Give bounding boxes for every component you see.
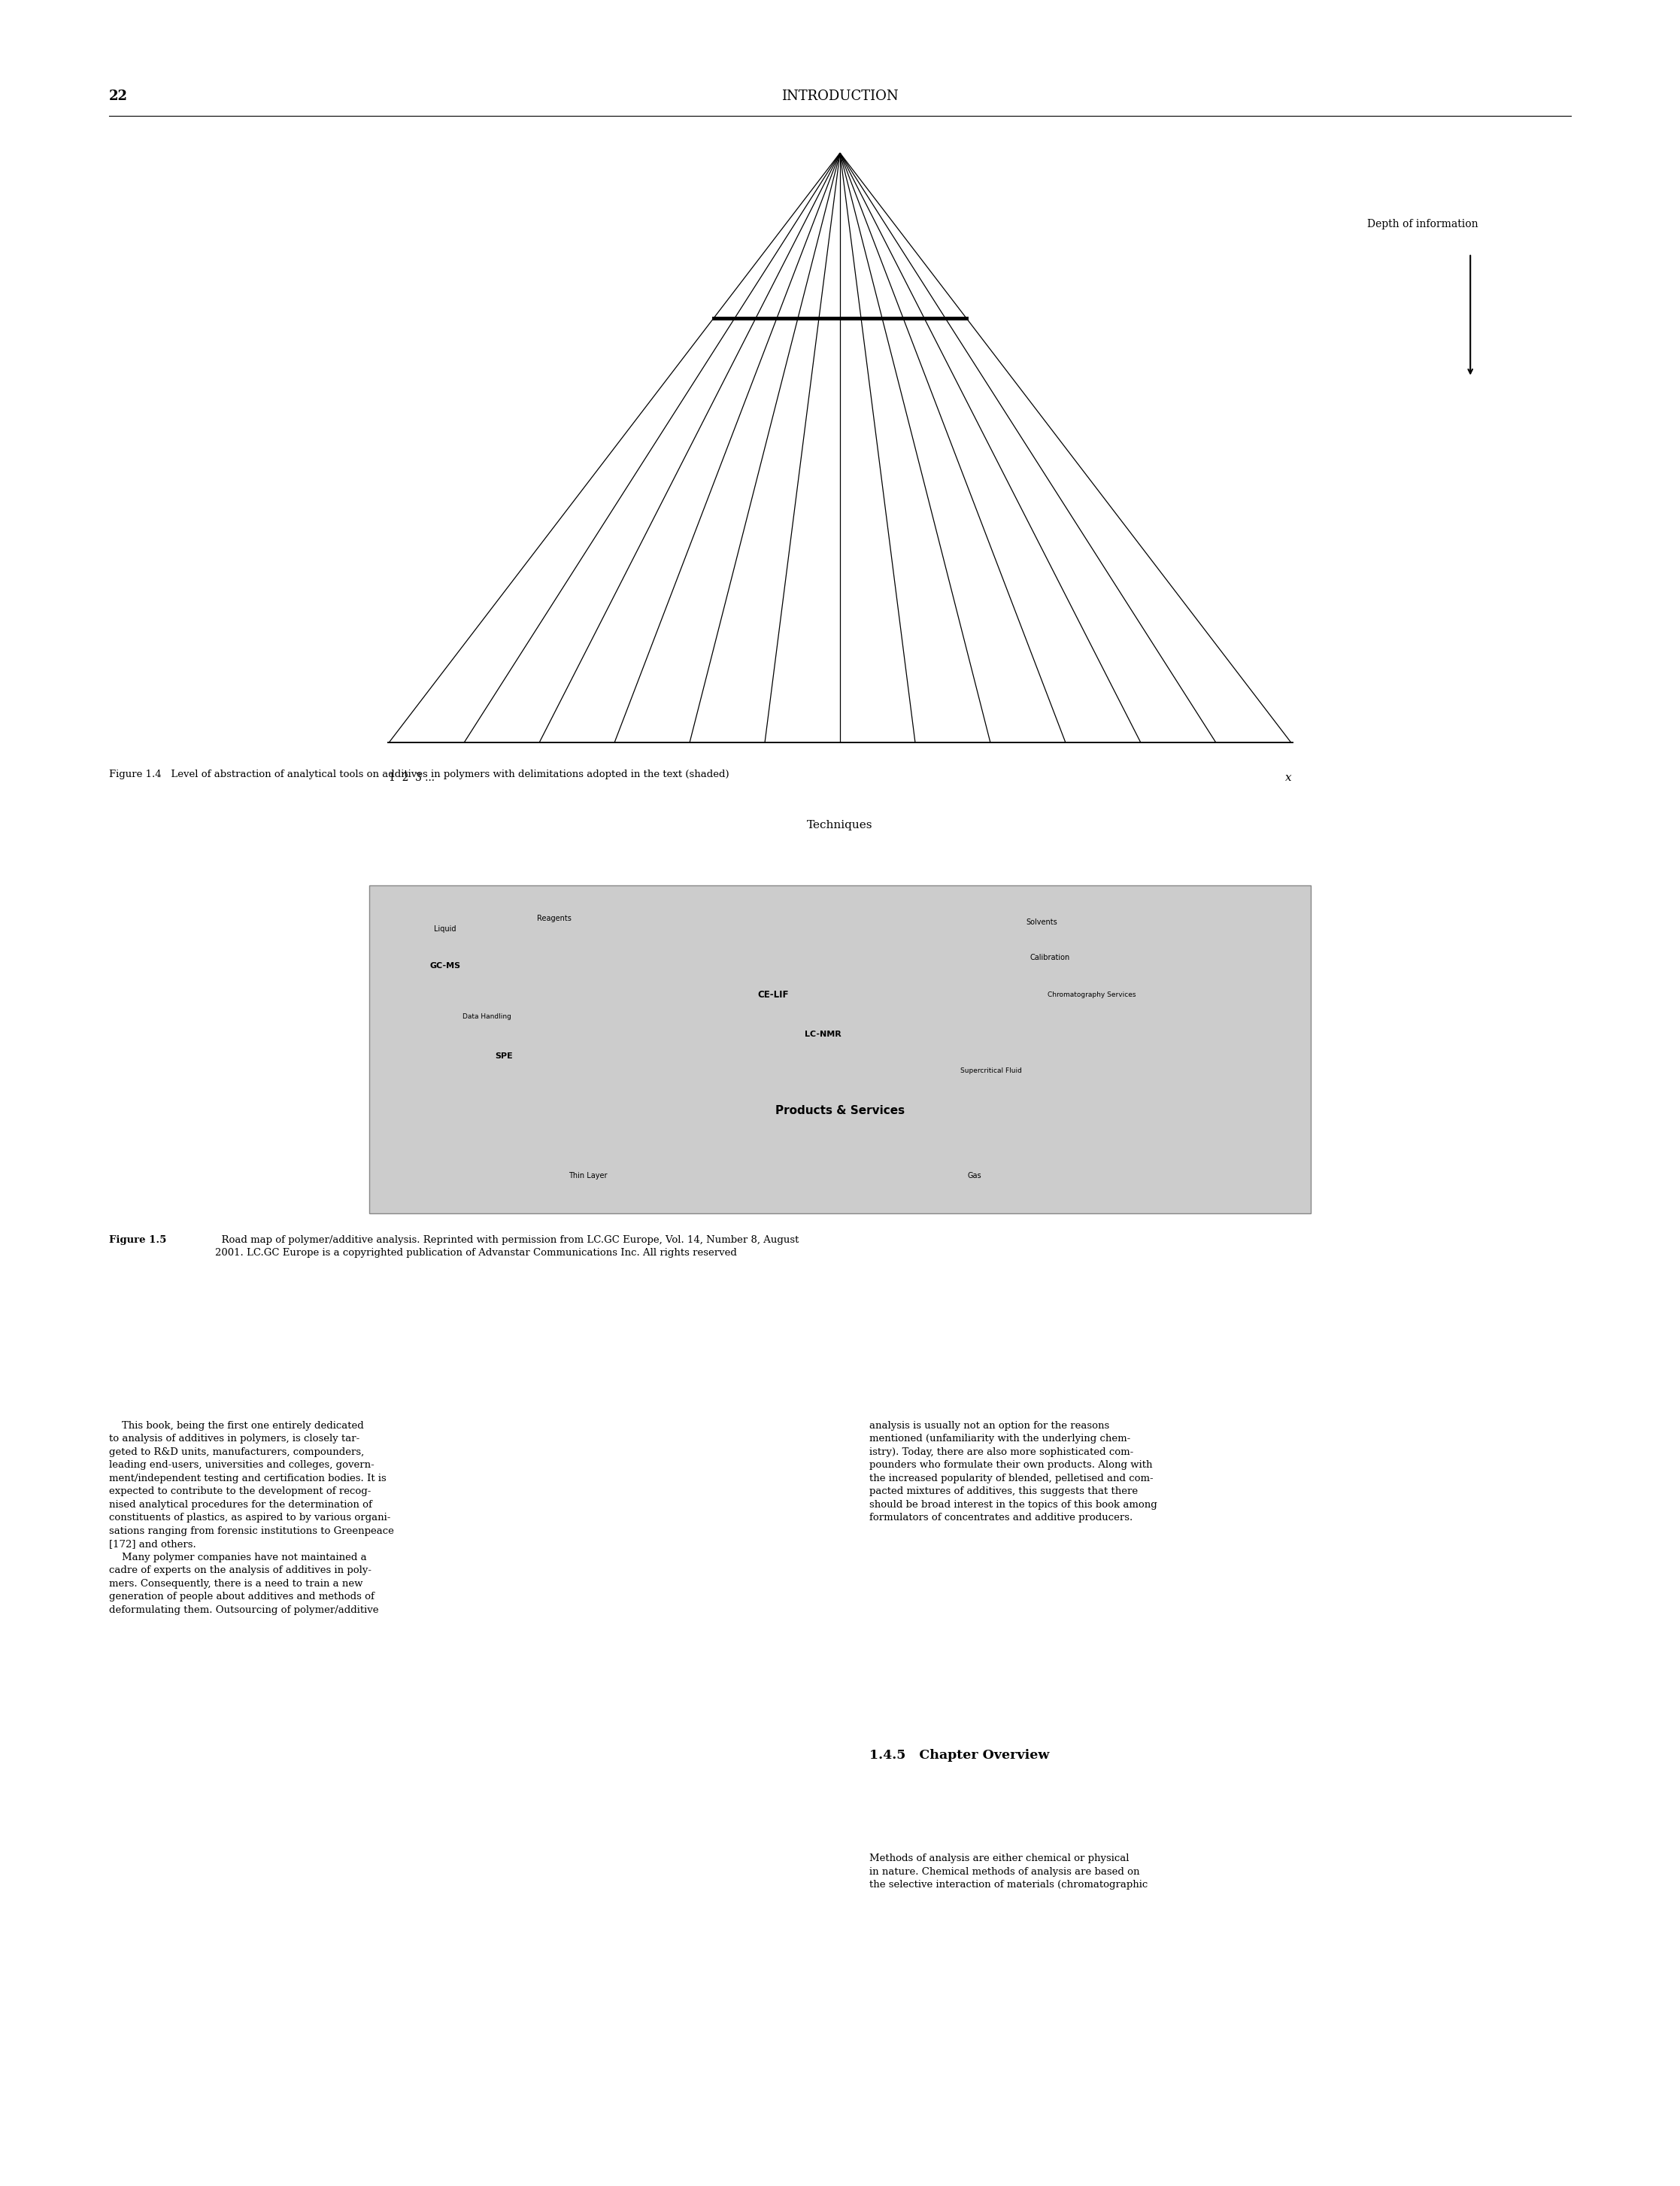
Text: Techniques: Techniques xyxy=(806,820,874,831)
Text: Data Handling: Data Handling xyxy=(462,1012,512,1021)
Text: analysis is usually not an option for the reasons
mentioned (unfamiliarity with : analysis is usually not an option for th… xyxy=(870,1421,1158,1524)
Text: Solvents: Solvents xyxy=(1026,918,1057,927)
Text: Liquid: Liquid xyxy=(433,925,457,933)
Text: Reagents: Reagents xyxy=(538,914,571,922)
Text: Chromatography Services: Chromatography Services xyxy=(1048,990,1136,999)
Text: x: x xyxy=(1285,774,1292,783)
Text: Figure 1.4   Level of abstraction of analytical tools on additives in polymers w: Figure 1.4 Level of abstraction of analy… xyxy=(109,769,729,778)
Text: Supercritical Fluid: Supercritical Fluid xyxy=(961,1067,1021,1076)
Text: Thin Layer: Thin Layer xyxy=(568,1172,608,1180)
Text: Products & Services: Products & Services xyxy=(774,1104,906,1117)
Text: Gas: Gas xyxy=(968,1172,981,1180)
Text: 22: 22 xyxy=(109,90,128,103)
Text: This book, being the first one entirely dedicated
to analysis of additives in po: This book, being the first one entirely … xyxy=(109,1421,395,1615)
Text: Depth of information: Depth of information xyxy=(1368,219,1478,230)
Text: LC-NMR: LC-NMR xyxy=(805,1030,842,1038)
Text: Methods of analysis are either chemical or physical
in nature. Chemical methods : Methods of analysis are either chemical … xyxy=(870,1854,1147,1891)
Text: Figure 1.5: Figure 1.5 xyxy=(109,1235,166,1244)
Text: SPE: SPE xyxy=(496,1051,512,1060)
Text: INTRODUCTION: INTRODUCTION xyxy=(781,90,899,103)
Text: Calibration: Calibration xyxy=(1030,953,1070,962)
Text: 1.4.5   Chapter Overview: 1.4.5 Chapter Overview xyxy=(870,1749,1050,1762)
Text: 1  2  3 ...: 1 2 3 ... xyxy=(388,774,435,783)
Text: CE-LIF: CE-LIF xyxy=(758,990,788,999)
Text: Road map of polymer/additive analysis. Reprinted with permission from LC.GC Euro: Road map of polymer/additive analysis. R… xyxy=(215,1235,800,1257)
Bar xyxy=(370,885,1310,1213)
Text: GC-MS: GC-MS xyxy=(430,962,460,971)
